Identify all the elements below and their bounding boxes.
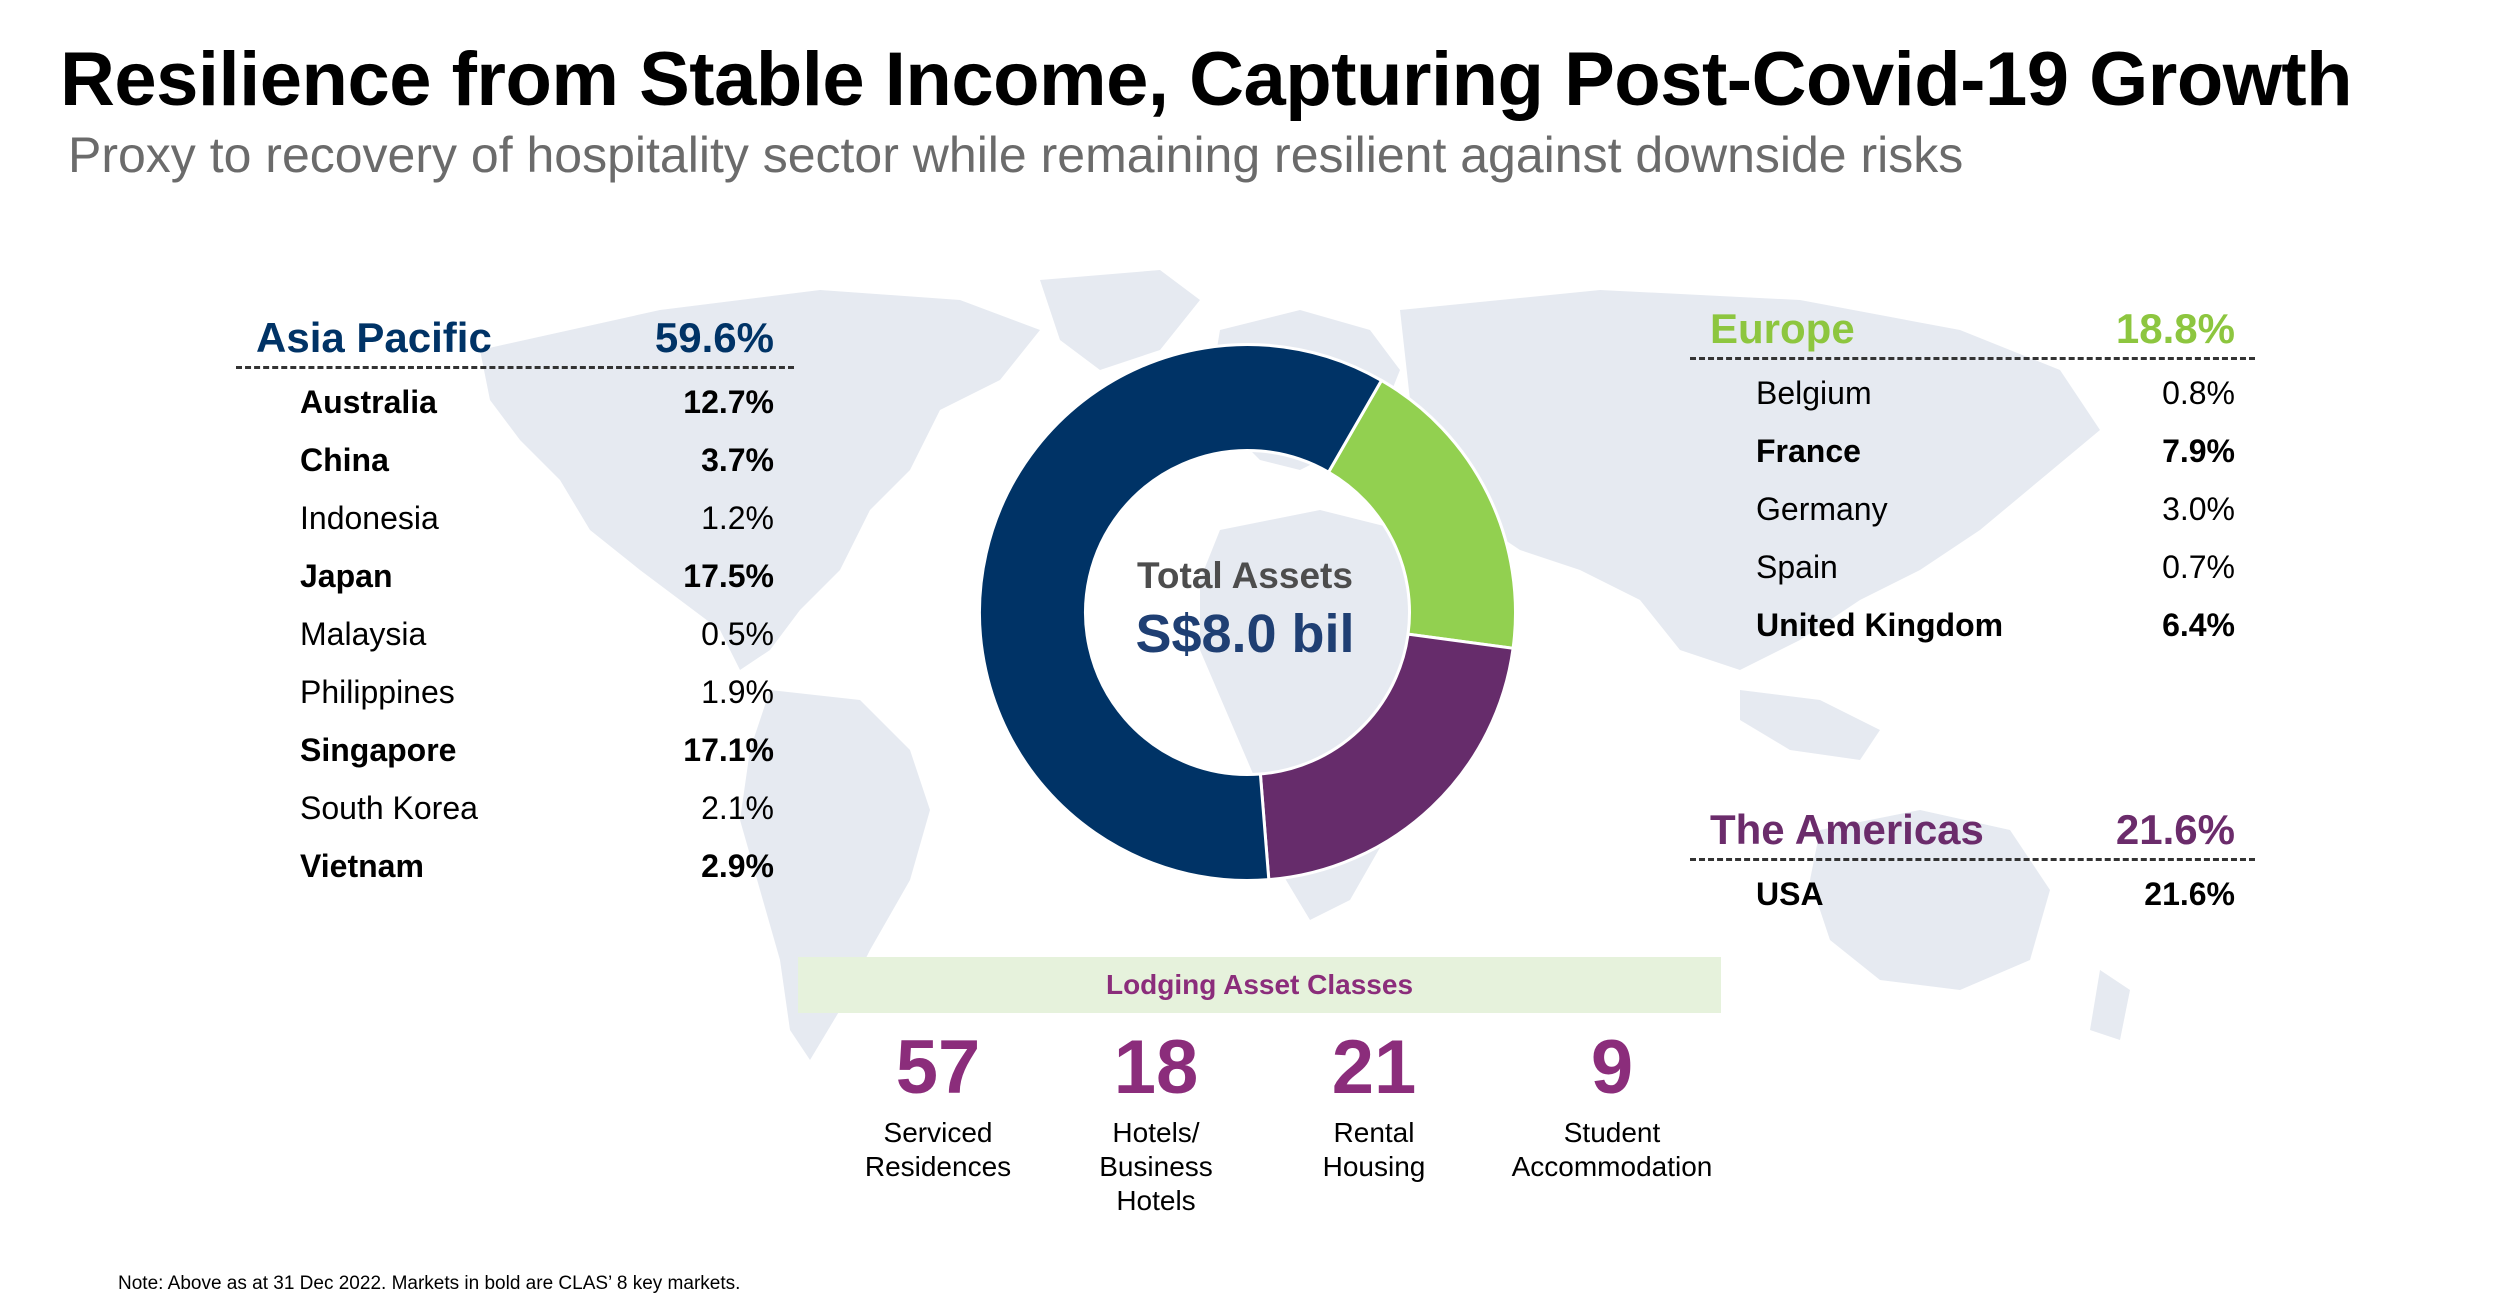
lodging-asset-classes-band: Lodging Asset Classes <box>798 957 1721 1013</box>
asia-pacific-panel: Asia Pacific 59.6% Australia 12.7% China 3… <box>236 314 794 895</box>
country-name: South Korea <box>300 789 478 826</box>
stat-rental-housing: 21 Rental Housing <box>1254 1020 1494 1184</box>
stat-label: Student Accommodation <box>1511 1117 1713 1182</box>
stat-label: Serviced Residences <box>864 1117 1012 1182</box>
country-name: Philippines <box>300 673 455 710</box>
stat-number: 57 <box>895 1025 981 1110</box>
stat-hotels: 18 Hotels/ Business Hotels <box>1036 1020 1276 1218</box>
americas-name: The Americas <box>1710 806 1984 853</box>
asia-pacific-pct: 59.6% <box>654 314 774 361</box>
country-name: Vietnam <box>300 847 424 884</box>
stat-label: Rental Housing <box>1322 1117 1426 1182</box>
stat-serviced-residences: 57 Serviced Residences <box>818 1020 1058 1184</box>
europe-pct: 18.8% <box>2115 305 2235 352</box>
donut-center-value: S$8.0 bil <box>1135 604 1355 664</box>
donut-slice-the-americas <box>1258 632 1515 882</box>
europe-rows: Belgium 0.8% France 7.9% Germany 3.0% Spain… <box>1690 360 2255 654</box>
country-row: Singapore 17.1% <box>236 721 794 779</box>
stat-label: Hotels/ Business Hotels <box>1099 1117 1213 1216</box>
country-row: South Korea 2.1% <box>236 779 794 837</box>
country-pct: 17.1% <box>683 731 774 768</box>
americas-rows: USA 21.6% <box>1690 861 2255 923</box>
donut-slice-asia-pacific <box>978 343 1384 882</box>
country-row: Vietnam 2.9% <box>236 837 794 895</box>
country-name: France <box>1756 432 1861 469</box>
stat-number: 21 <box>1331 1025 1417 1110</box>
country-pct: 0.5% <box>701 615 774 652</box>
new-zealand-shape <box>2090 970 2130 1040</box>
country-name: Malaysia <box>300 615 427 652</box>
donut-center-label: Total Assets <box>1137 555 1353 596</box>
country-row: Spain 0.7% <box>1690 538 2255 596</box>
europe-panel: Europe 18.8% Belgium 0.8% France 7.9% Germ… <box>1690 305 2255 654</box>
europe-name: Europe <box>1710 305 1855 352</box>
country-pct: 2.9% <box>701 847 774 884</box>
stat-number: 18 <box>1113 1025 1199 1110</box>
americas-header: The Americas 21.6% <box>1690 806 2255 861</box>
donut-slice-europe <box>1326 378 1517 651</box>
greenland-shape <box>1040 270 1200 370</box>
americas-panel: The Americas 21.6% USA 21.6% <box>1690 806 2255 923</box>
country-pct: 0.7% <box>2162 548 2235 585</box>
country-row: Indonesia 1.2% <box>236 489 794 547</box>
country-name: United Kingdom <box>1756 606 2004 643</box>
north-america-shape <box>480 290 1040 670</box>
southeast-asia-shape <box>1740 690 1880 760</box>
stat-number: 9 <box>1590 1025 1634 1110</box>
country-pct: 17.5% <box>683 557 774 594</box>
asia-pacific-header: Asia Pacific 59.6% <box>236 314 794 369</box>
country-row: Japan 17.5% <box>236 547 794 605</box>
americas-pct: 21.6% <box>2115 806 2235 853</box>
country-name: Singapore <box>300 731 457 768</box>
page-subtitle: Proxy to recovery of hospitality sector … <box>68 127 1964 183</box>
country-row: France 7.9% <box>1690 422 2255 480</box>
country-pct: 21.6% <box>2144 875 2235 912</box>
country-name: USA <box>1756 875 1824 912</box>
country-row: USA 21.6% <box>1690 865 2255 923</box>
country-pct: 12.7% <box>683 383 774 420</box>
country-name: Australia <box>300 383 437 420</box>
country-name: Belgium <box>1756 374 1872 411</box>
country-pct: 1.2% <box>701 499 774 536</box>
asia-shape <box>1400 290 2100 670</box>
country-name: Indonesia <box>300 499 439 536</box>
europe-header: Europe 18.8% <box>1690 305 2255 360</box>
footnote: Note: Above as at 31 Dec 2022. Markets i… <box>118 1273 741 1294</box>
country-pct: 2.1% <box>701 789 774 826</box>
australia-shape <box>1810 810 2050 990</box>
asia-pacific-rows: Australia 12.7% China 3.7% Indonesia 1.2% J… <box>236 369 794 895</box>
country-name: Spain <box>1756 548 1838 585</box>
country-name: China <box>300 441 389 478</box>
country-pct: 7.9% <box>2162 432 2235 469</box>
country-pct: 6.4% <box>2162 606 2235 643</box>
country-pct: 3.0% <box>2162 490 2235 527</box>
country-row: Malaysia 0.5% <box>236 605 794 663</box>
stat-student-accommodation: 9 Student Accommodation <box>1492 1020 1732 1184</box>
region-donut-chart <box>978 343 1517 882</box>
page-title: Resilience from Stable Income, Capturing… <box>60 37 2353 122</box>
asia-pacific-name: Asia Pacific <box>256 314 492 361</box>
country-name: Germany <box>1756 490 1888 527</box>
country-row: Belgium 0.8% <box>1690 364 2255 422</box>
country-row: United Kingdom 6.4% <box>1690 596 2255 654</box>
country-pct: 1.9% <box>701 673 774 710</box>
country-pct: 0.8% <box>2162 374 2235 411</box>
country-row: China 3.7% <box>236 431 794 489</box>
country-row: Philippines 1.9% <box>236 663 794 721</box>
country-pct: 3.7% <box>701 441 774 478</box>
country-row: Germany 3.0% <box>1690 480 2255 538</box>
country-row: Australia 12.7% <box>236 373 794 431</box>
country-name: Japan <box>300 557 393 594</box>
south-america-shape <box>740 690 930 1060</box>
